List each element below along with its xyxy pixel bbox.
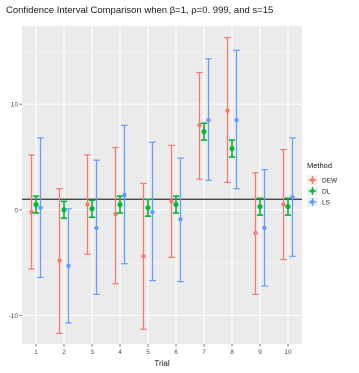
legend-label-ls: LS bbox=[322, 199, 331, 206]
point-dew bbox=[29, 209, 34, 215]
x-tick-label: 2 bbox=[62, 349, 66, 356]
point-ls bbox=[290, 194, 295, 200]
x-tick-label: 7 bbox=[202, 349, 206, 356]
point-dl bbox=[229, 145, 235, 152]
point-dl bbox=[89, 206, 95, 212]
axis-layer: -10 0 10 1 2 3 4 5 6 7 8 9 10 bbox=[9, 102, 292, 356]
y-tick-label: -10 bbox=[9, 313, 19, 320]
x-tick-label: 5 bbox=[146, 349, 150, 356]
point-dl bbox=[117, 201, 123, 208]
legend-key-point-ls bbox=[310, 199, 315, 205]
point-dl bbox=[201, 129, 207, 135]
point-ls bbox=[38, 205, 43, 210]
point-ls bbox=[178, 217, 183, 222]
point-ls bbox=[66, 263, 71, 269]
marks-layer bbox=[28, 37, 296, 335]
point-dew bbox=[141, 254, 146, 259]
point-dl bbox=[257, 204, 263, 210]
point-dew bbox=[281, 202, 286, 207]
x-tick-label: 8 bbox=[230, 349, 234, 356]
legend-key-point-dew bbox=[310, 177, 315, 183]
point-ls bbox=[94, 225, 99, 230]
grid-layer bbox=[22, 26, 302, 344]
point-dew bbox=[113, 211, 118, 217]
point-dl bbox=[61, 207, 67, 213]
x-tick-label: 9 bbox=[258, 349, 262, 356]
point-dl bbox=[145, 205, 151, 211]
legend: Method DEW DL LS bbox=[307, 161, 338, 207]
legend-title: Method bbox=[307, 161, 332, 170]
point-ls bbox=[234, 117, 239, 123]
x-tick-label: 1 bbox=[34, 349, 38, 356]
point-dl bbox=[33, 201, 39, 208]
y-tick-label: 10 bbox=[11, 102, 19, 109]
x-tick-label: 10 bbox=[284, 349, 292, 356]
point-dew bbox=[169, 199, 174, 204]
chart-title: Confidence Interval Comparison when β=1,… bbox=[6, 5, 273, 16]
point-dl bbox=[285, 204, 291, 210]
x-tick-label: 6 bbox=[174, 349, 178, 356]
legend-key-point-dl bbox=[310, 188, 315, 194]
point-dew bbox=[197, 123, 202, 128]
y-tick-label: 0 bbox=[14, 207, 18, 214]
x-tick-label: 3 bbox=[90, 349, 94, 356]
x-tick-label: 4 bbox=[118, 349, 122, 356]
point-dew bbox=[57, 258, 62, 263]
point-dl bbox=[173, 201, 179, 208]
point-ls bbox=[206, 117, 211, 123]
x-axis-title: Trial bbox=[154, 359, 169, 368]
point-dew bbox=[253, 230, 258, 236]
point-ls bbox=[262, 225, 267, 230]
point-dew bbox=[225, 108, 230, 113]
legend-label-dew: DEW bbox=[322, 177, 338, 184]
legend-label-dl: DL bbox=[322, 188, 331, 195]
point-dew bbox=[85, 202, 90, 207]
point-ls bbox=[150, 209, 155, 215]
point-ls bbox=[122, 192, 127, 198]
